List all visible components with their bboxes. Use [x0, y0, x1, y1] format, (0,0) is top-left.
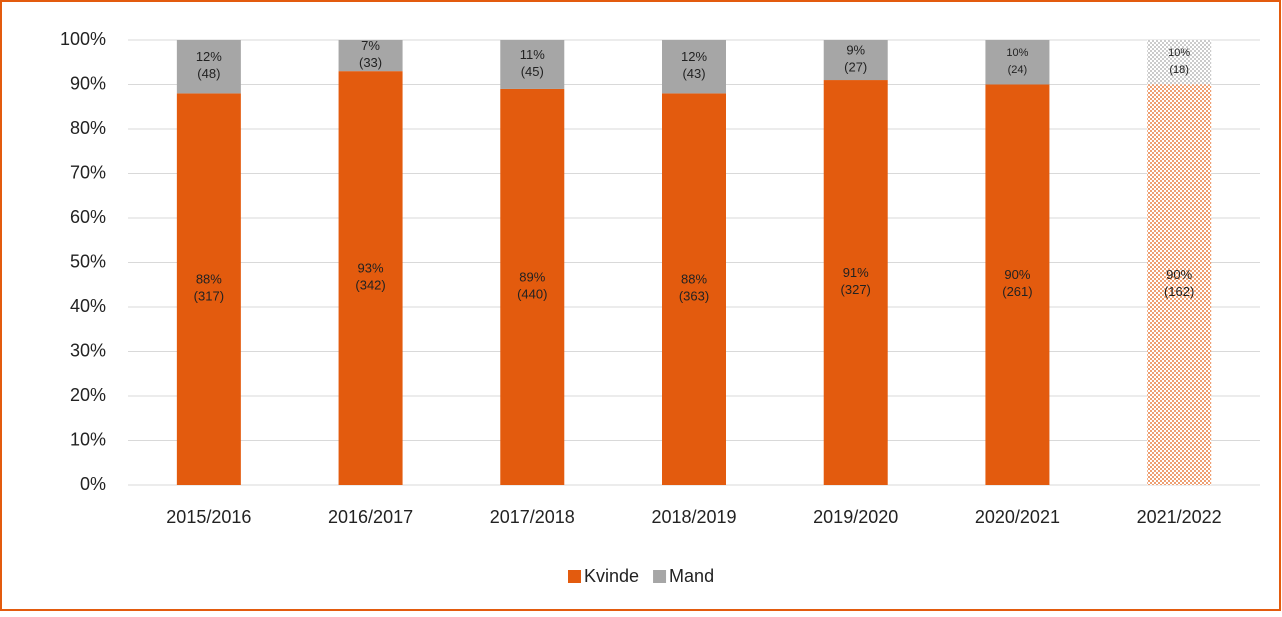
x-tick-label: 2021/2022 — [1137, 507, 1222, 527]
data-label: (327) — [841, 282, 871, 297]
bar-segment — [1147, 84, 1212, 485]
data-label: 90% — [1004, 267, 1030, 282]
data-label: (33) — [359, 55, 382, 70]
data-label: 90% — [1166, 267, 1192, 282]
data-label: 10% — [1006, 47, 1028, 59]
data-label: (317) — [194, 289, 224, 304]
data-label: (27) — [844, 59, 867, 74]
data-label: (440) — [517, 286, 547, 301]
data-label: 91% — [843, 265, 869, 280]
legend-swatch — [568, 570, 581, 583]
x-tick-label: 2017/2018 — [490, 507, 575, 527]
data-label: 88% — [196, 272, 222, 287]
bar-segment — [500, 40, 565, 89]
data-label: (18) — [1169, 64, 1189, 76]
x-tick-label: 2016/2017 — [328, 507, 413, 527]
bar-segment — [823, 80, 888, 486]
x-tick-label: 2018/2019 — [651, 507, 736, 527]
bar-segment — [662, 93, 726, 486]
data-label: 11% — [520, 47, 545, 62]
data-label: (48) — [197, 66, 220, 81]
data-label: 10% — [1168, 47, 1190, 59]
bar-segment — [985, 40, 1050, 85]
data-label: (342) — [355, 278, 385, 293]
y-tick-label: 20% — [70, 385, 106, 405]
data-label: (162) — [1164, 284, 1194, 299]
bar-segment — [985, 84, 1050, 485]
x-tick-label: 2019/2020 — [813, 507, 898, 527]
y-tick-label: 0% — [80, 474, 106, 494]
bar-segment — [500, 88, 565, 485]
data-label: 9% — [846, 42, 865, 57]
data-label: 12% — [196, 49, 222, 64]
bar-segment — [823, 40, 888, 81]
data-label: 7% — [361, 38, 380, 53]
data-label: 93% — [358, 261, 384, 276]
bar-segment — [662, 40, 726, 94]
y-tick-label: 30% — [70, 340, 106, 360]
y-tick-label: 100% — [60, 29, 106, 49]
y-tick-label: 60% — [70, 207, 106, 227]
y-tick-label: 10% — [70, 429, 106, 449]
data-label: 89% — [519, 269, 545, 284]
data-label: 88% — [681, 272, 707, 287]
data-label: 12% — [681, 49, 707, 64]
data-label: (45) — [521, 64, 544, 79]
y-tick-label: 90% — [70, 73, 106, 93]
y-tick-label: 80% — [70, 118, 106, 138]
data-label: (261) — [1002, 284, 1032, 299]
legend-swatch — [653, 570, 667, 583]
legend-label: Mand — [669, 566, 714, 586]
data-label: (363) — [679, 289, 709, 304]
legend-label: Kvinde — [584, 566, 639, 586]
bar-segment — [1147, 40, 1212, 85]
x-tick-label: 2020/2021 — [975, 507, 1060, 527]
data-label: (43) — [682, 66, 705, 81]
bar-segment — [176, 40, 241, 94]
bar-segment — [176, 93, 241, 486]
bar-segment — [338, 40, 403, 72]
y-tick-label: 40% — [70, 296, 106, 316]
y-tick-label: 50% — [70, 251, 106, 271]
x-tick-label: 2015/2016 — [166, 507, 251, 527]
y-tick-label: 70% — [70, 162, 106, 182]
bar-segment — [338, 71, 403, 486]
data-label: (24) — [1008, 64, 1028, 76]
